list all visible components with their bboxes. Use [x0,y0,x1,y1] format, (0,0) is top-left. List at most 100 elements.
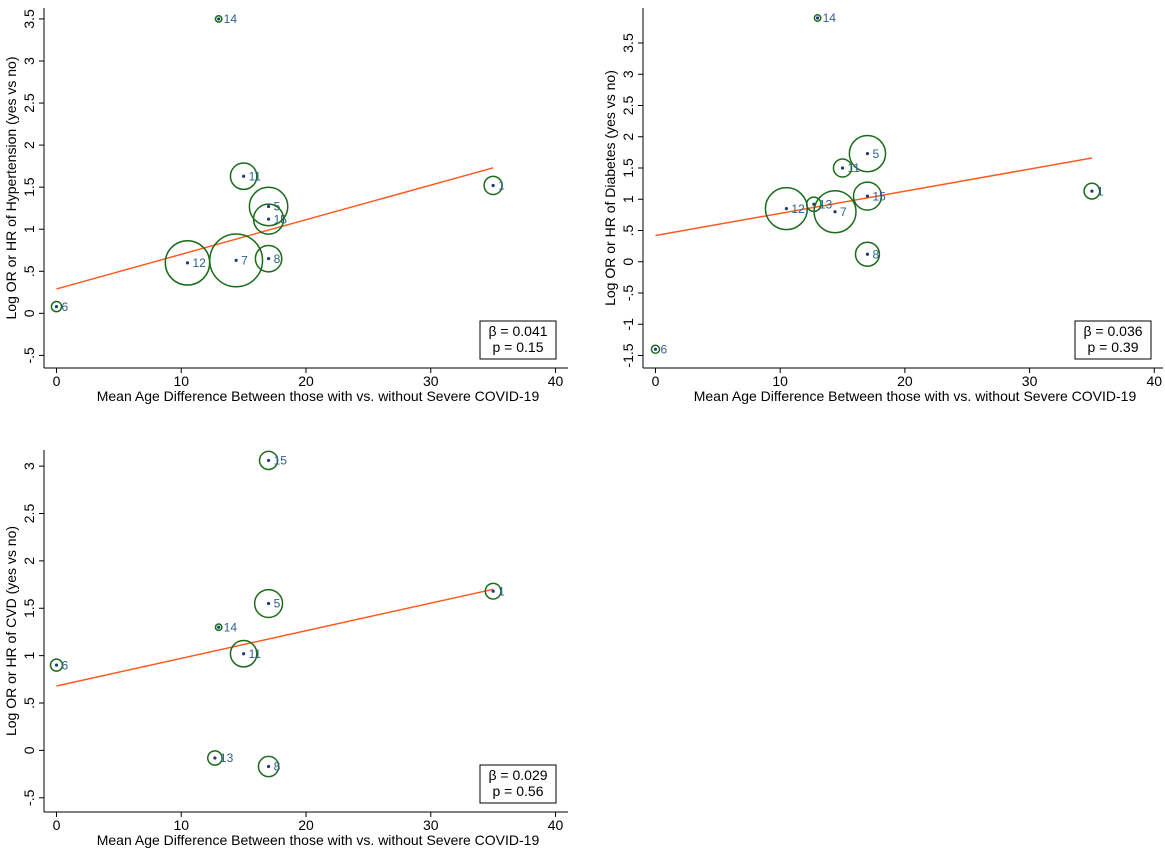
point [815,16,820,20]
point-label: 12 [192,256,206,270]
bubble [229,162,258,191]
y-tick-label: 3 [620,70,636,78]
x-tick-label: 30 [423,373,439,389]
y-tick-label: 0 [620,258,636,266]
x-tick-label: 0 [53,817,61,833]
y-tick-label: 2.5 [21,504,37,524]
bubble [49,658,64,672]
point [54,304,59,309]
x-tick-label: 30 [1022,373,1038,389]
bubble [214,623,223,632]
stats-text: p = 0.56 [493,783,544,799]
y-axis-title: Log OR or HR of Hypertension (yes vs no) [3,57,19,320]
y-tick-label: 2.5 [620,96,636,116]
point [217,17,221,21]
bubble [813,14,822,22]
bubble [248,186,289,227]
point-label: 1 [498,179,505,193]
y-tick-label: 3 [21,462,37,470]
y-tick-label: 2 [620,133,636,141]
fit-line [56,167,494,290]
x-tick-label: 10 [772,373,788,389]
point-label: 14 [823,11,837,25]
bubble [254,244,283,273]
y-tick-label: 1.5 [620,158,636,178]
point [491,183,495,188]
bubble [650,344,661,355]
bubble [483,175,503,196]
x-axis-title: Mean Age Difference Between those with v… [694,388,1137,404]
point-label: 11 [249,169,262,183]
stats-text: β = 0.029 [488,767,547,783]
bubble [207,750,223,766]
point [865,252,870,256]
stats-text: β = 0.036 [1083,323,1142,339]
y-axis-title: Log OR or HR of Diabetes (yes vs no) [602,70,618,306]
point [266,458,271,463]
y-tick-label: .5 [21,265,37,277]
y-axis-title: Log OR or HR of CVD (yes vs no) [3,526,19,736]
y-tick-label: 3 [21,57,37,65]
point-label: 15 [274,454,288,468]
bubble [50,300,63,313]
point-label: 8 [872,247,879,261]
point-label: 8 [274,760,281,774]
bubble [257,755,280,778]
bubble [854,241,881,267]
bubble [252,203,285,235]
point-label: 14 [224,620,238,634]
x-tick-label: 10 [173,373,189,389]
point [54,663,59,667]
x-tick-label: 40 [548,817,564,833]
point [653,347,658,351]
bubble [848,134,887,173]
point-label: 11 [249,647,262,661]
bubble [253,588,284,619]
point [242,174,246,178]
point-label: 8 [274,252,281,266]
point [266,204,271,209]
x-axis-title: Mean Age Difference Between those with v… [97,832,540,848]
point-label: 12 [791,202,805,216]
y-tick-label: -.5 [21,789,37,806]
bubble [258,450,279,471]
y-tick-label: 2.5 [21,93,37,113]
bubble [214,14,223,23]
bubble [208,233,264,288]
fit-line [56,588,494,687]
stats-text: p = 0.39 [1088,339,1139,355]
point [833,210,837,214]
point [242,652,246,656]
y-tick-label: .5 [21,697,37,709]
point-label: 14 [224,12,238,26]
y-tick-label: 1 [21,652,37,660]
stats-box [479,764,557,804]
point-label: 7 [241,254,248,268]
x-tick-label: 0 [53,373,61,389]
point-label: 13 [819,197,833,211]
point [865,194,870,198]
y-tick-label: 0 [21,746,37,754]
stats-box [1074,320,1152,360]
y-tick-label: 2 [21,557,37,565]
panel: -1.5 -1 -.5 0 .5 1 1.5 2 2.5 3 3.5 0 10 20 30 40 Mean Ag… [602,8,1163,404]
point-label: 5 [274,597,281,611]
bubble [1083,182,1101,200]
x-tick-label: 10 [173,817,189,833]
bubble [813,190,857,234]
y-tick-label: 2 [21,141,37,149]
point-label: 15 [274,212,288,226]
point-label: 13 [220,751,234,765]
point [491,589,495,593]
point-label: 1 [1097,184,1104,198]
point-label: 5 [872,147,879,161]
x-tick-label: 20 [298,373,314,389]
point-label: 7 [840,205,847,219]
y-tick-label: 0 [21,309,37,317]
bubble [229,639,258,668]
x-tick-label: 40 [548,373,564,389]
point [840,166,845,170]
point [266,257,271,261]
